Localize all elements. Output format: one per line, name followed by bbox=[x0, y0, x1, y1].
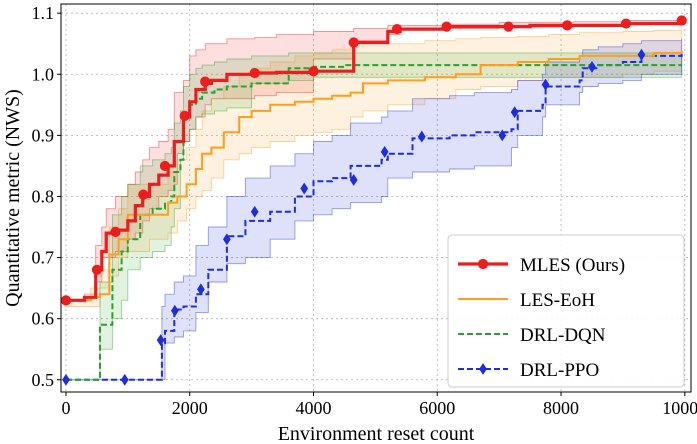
mles-ours-marker bbox=[562, 20, 573, 31]
drl-ppo-marker bbox=[349, 174, 358, 186]
x-tick-label: 0 bbox=[61, 398, 70, 418]
drl-ppo-marker bbox=[62, 373, 70, 386]
x-tick-label: 8000 bbox=[543, 398, 579, 418]
mles-ours-marker bbox=[391, 23, 403, 35]
mles-ours-marker bbox=[348, 37, 359, 48]
marker-layer bbox=[60, 15, 687, 386]
mles-ours-marker bbox=[138, 189, 149, 200]
mles-ours-marker bbox=[441, 21, 452, 32]
legend-label-drl-ppo: DRL-PPO bbox=[520, 360, 599, 381]
legend: MLES (Ours) LES-EoH DRL-DQN DRL-PPO bbox=[447, 234, 685, 388]
x-tick-label: 4000 bbox=[295, 398, 331, 418]
drl-ppo-line bbox=[66, 54, 683, 381]
mles-ours-marker bbox=[110, 226, 121, 238]
legend-marker-mles-ours bbox=[477, 258, 489, 270]
x-tick-label: 2000 bbox=[172, 398, 208, 418]
mles-ours-marker bbox=[179, 110, 190, 121]
drl-ppo-marker bbox=[120, 373, 129, 386]
drl-ppo-marker bbox=[170, 304, 179, 317]
drl-dqn-confidence-band bbox=[66, 52, 683, 381]
legend-label-drl-dqn: DRL-DQN bbox=[520, 325, 606, 346]
y-tick-label: 0.5 bbox=[32, 370, 55, 390]
legend-marker-drl-ppo bbox=[479, 363, 487, 375]
y-tick-label: 1.0 bbox=[32, 64, 55, 84]
legend-label-mles-ours: MLES (Ours) bbox=[520, 255, 625, 276]
drl-ppo-marker bbox=[417, 130, 426, 143]
x-axis-label: Environment reset count bbox=[278, 423, 475, 444]
mles-ours-marker bbox=[159, 160, 171, 172]
legend-box bbox=[447, 234, 685, 388]
drl-ppo-marker bbox=[637, 48, 646, 61]
drl-ppo-confidence-band bbox=[66, 38, 683, 381]
mles-ours-marker bbox=[249, 67, 260, 79]
y-tick-label: 0.9 bbox=[32, 125, 55, 145]
mles-ours-marker bbox=[91, 264, 102, 275]
mles-ours-marker bbox=[200, 76, 211, 87]
drl-ppo-marker bbox=[510, 106, 519, 119]
drl-ppo-marker bbox=[541, 78, 550, 91]
y-tick-label: 0.7 bbox=[32, 248, 55, 268]
drl-ppo-marker bbox=[156, 334, 165, 346]
drl-ppo-marker bbox=[498, 129, 507, 142]
y-axis-label: Quantitative metric (NWS) bbox=[2, 89, 24, 307]
mles-ours-marker bbox=[503, 21, 514, 32]
legend-label-les-eoh: LES-EoH bbox=[520, 290, 595, 311]
drl-ppo-marker bbox=[250, 205, 259, 218]
drl-ppo-marker bbox=[196, 283, 205, 296]
y-tick-label: 0.8 bbox=[32, 186, 55, 206]
x-tick-label: 6000 bbox=[419, 398, 455, 418]
mles-ours-marker bbox=[676, 15, 687, 26]
mles-ours-marker bbox=[308, 66, 319, 77]
mles-ours-marker bbox=[620, 18, 632, 29]
drl-ppo-marker bbox=[300, 182, 309, 195]
y-tick-label: 0.6 bbox=[32, 309, 55, 329]
drl-ppo-marker bbox=[380, 145, 389, 158]
plot-frame bbox=[60, 3, 692, 393]
drl-ppo-marker bbox=[588, 61, 596, 73]
mles-ours-marker bbox=[60, 295, 72, 306]
grid-layer bbox=[61, 4, 691, 392]
les-eoh-line bbox=[66, 51, 683, 302]
y-tick-label: 1.1 bbox=[32, 3, 55, 23]
drl-ppo-marker bbox=[222, 233, 231, 246]
